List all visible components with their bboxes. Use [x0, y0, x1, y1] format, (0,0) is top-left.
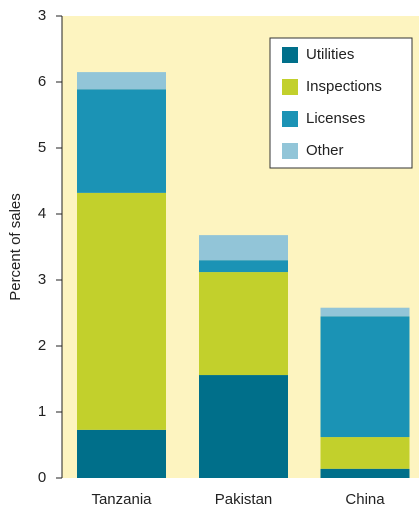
- x-tick-label: China: [345, 491, 385, 508]
- bar-segment: [320, 307, 410, 317]
- y-tick-label: 2: [38, 337, 46, 354]
- y-tick-label: 5: [38, 139, 46, 156]
- x-tick-label: Pakistan: [215, 491, 273, 508]
- y-tick-label: 1: [38, 403, 46, 420]
- y-tick-label: 3: [38, 271, 46, 288]
- x-tick-label: Tanzania: [91, 491, 152, 508]
- legend-swatch: [282, 111, 298, 127]
- legend-swatch: [282, 47, 298, 63]
- legend-swatch: [282, 143, 298, 159]
- legend: Utilities Inspections Licenses Other: [269, 37, 413, 169]
- legend-swatch: [282, 79, 298, 95]
- y-tick-label: 6: [38, 73, 46, 90]
- bar-segment: [199, 272, 288, 376]
- bar-segment: [77, 192, 166, 430]
- bar-segment: [199, 375, 288, 478]
- bar-segment: [77, 429, 166, 478]
- y-axis-label: Percent of sales: [7, 193, 24, 301]
- legend-label: Inspections: [306, 78, 382, 95]
- bar-segment: [77, 72, 166, 90]
- legend-label: Utilities: [306, 46, 354, 63]
- bar-segment: [199, 260, 288, 273]
- bar-segment: [320, 437, 410, 469]
- y-tick-label: 0: [38, 469, 46, 486]
- bar-segment: [77, 89, 166, 193]
- bar-segment: [320, 468, 410, 478]
- bar-segment: [199, 235, 288, 261]
- legend-label: Licenses: [306, 110, 365, 127]
- y-tick-label: 3: [38, 7, 46, 24]
- bar-segment: [320, 316, 410, 438]
- legend-label: Other: [306, 142, 344, 159]
- y-tick-label: 4: [38, 205, 46, 222]
